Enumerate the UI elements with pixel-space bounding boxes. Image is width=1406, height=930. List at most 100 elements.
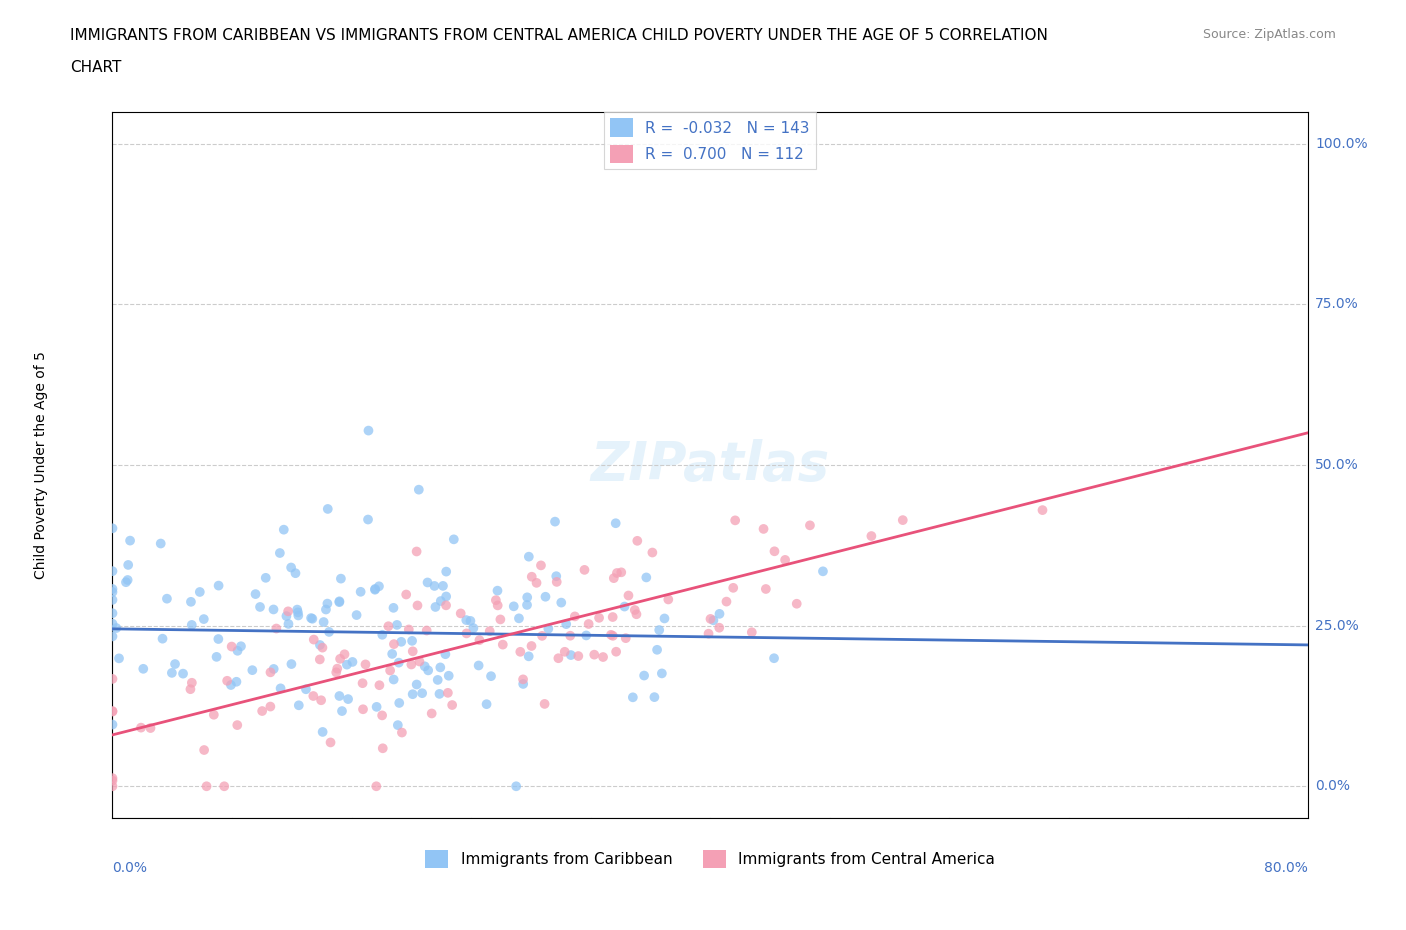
Point (302, 688, 325, 703)
Point (115, 575, 138, 590)
Point (460, 614, 482, 629)
Point (423, 578, 446, 593)
Point (560, 629, 582, 644)
Point (554, 644, 576, 659)
Point (773, 552, 796, 567)
Point (329, 571, 352, 586)
Point (420, 706, 443, 721)
Point (605, 516, 627, 531)
Point (401, 658, 423, 672)
Point (432, 578, 454, 593)
Point (546, 569, 568, 584)
Point (434, 598, 457, 613)
Point (302, 632, 325, 647)
Point (575, 628, 598, 643)
Point (221, 639, 243, 654)
Point (101, 773, 124, 788)
Point (402, 686, 425, 701)
Point (259, 665, 281, 680)
Point (395, 587, 418, 602)
Point (697, 626, 720, 641)
Point (368, 578, 391, 593)
Point (475, 697, 498, 711)
Point (368, 678, 391, 693)
Point (537, 621, 560, 636)
Point (408, 483, 430, 498)
Point (188, 585, 211, 600)
Point (180, 618, 202, 632)
Point (364, 581, 387, 596)
Point (721, 580, 744, 595)
Point (467, 658, 489, 673)
Point (600, 628, 623, 643)
Point (284, 565, 307, 580)
Point (702, 613, 724, 628)
Point (295, 682, 318, 697)
Text: 25.0%: 25.0% (1315, 618, 1358, 632)
Point (101, 605, 124, 620)
Point (129, 720, 152, 735)
Point (366, 778, 388, 793)
Point (319, 735, 342, 750)
Point (108, 651, 131, 666)
Point (489, 612, 512, 627)
Point (277, 617, 299, 631)
Point (382, 637, 405, 652)
Point (526, 576, 548, 591)
Point (350, 584, 373, 599)
Point (285, 602, 308, 617)
Point (512, 671, 534, 686)
Point (193, 742, 215, 757)
Point (352, 676, 374, 691)
Point (463, 620, 485, 635)
Point (402, 644, 425, 658)
Point (346, 607, 368, 622)
Point (352, 702, 374, 717)
Point (486, 583, 509, 598)
Point (724, 513, 747, 528)
Point (308, 652, 330, 667)
Point (752, 522, 775, 537)
Point (371, 628, 394, 643)
Point (179, 682, 201, 697)
Point (377, 618, 399, 633)
Point (270, 681, 292, 696)
Point (330, 704, 353, 719)
Point (101, 521, 124, 536)
Text: IMMIGRANTS FROM CARIBBEAN VS IMMIGRANTS FROM CENTRAL AMERICA CHILD POVERTY UNDER: IMMIGRANTS FROM CARIBBEAN VS IMMIGRANTS … (70, 28, 1049, 43)
Point (534, 590, 557, 604)
Text: 0.0%: 0.0% (1315, 779, 1350, 793)
Point (328, 688, 350, 703)
Point (316, 596, 339, 611)
Point (741, 625, 763, 640)
Point (101, 704, 124, 719)
Point (651, 666, 673, 681)
Point (312, 615, 335, 630)
Point (425, 600, 447, 615)
Point (219, 678, 242, 693)
Point (180, 594, 202, 609)
Point (217, 673, 239, 688)
Point (101, 564, 124, 578)
Point (648, 622, 671, 637)
Point (450, 606, 472, 621)
Point (328, 594, 350, 609)
Point (311, 724, 333, 739)
Point (517, 649, 540, 664)
Point (763, 544, 786, 559)
Point (259, 699, 281, 714)
Point (588, 610, 610, 625)
Point (492, 637, 515, 652)
Point (531, 629, 554, 644)
Point (516, 597, 538, 612)
Point (273, 523, 295, 538)
Point (120, 533, 142, 548)
Point (860, 528, 883, 543)
Point (101, 704, 124, 719)
Point (366, 699, 388, 714)
Point (603, 571, 626, 586)
Point (799, 518, 821, 533)
Text: 80.0%: 80.0% (1264, 861, 1308, 875)
Point (520, 569, 543, 584)
Point (416, 575, 439, 590)
